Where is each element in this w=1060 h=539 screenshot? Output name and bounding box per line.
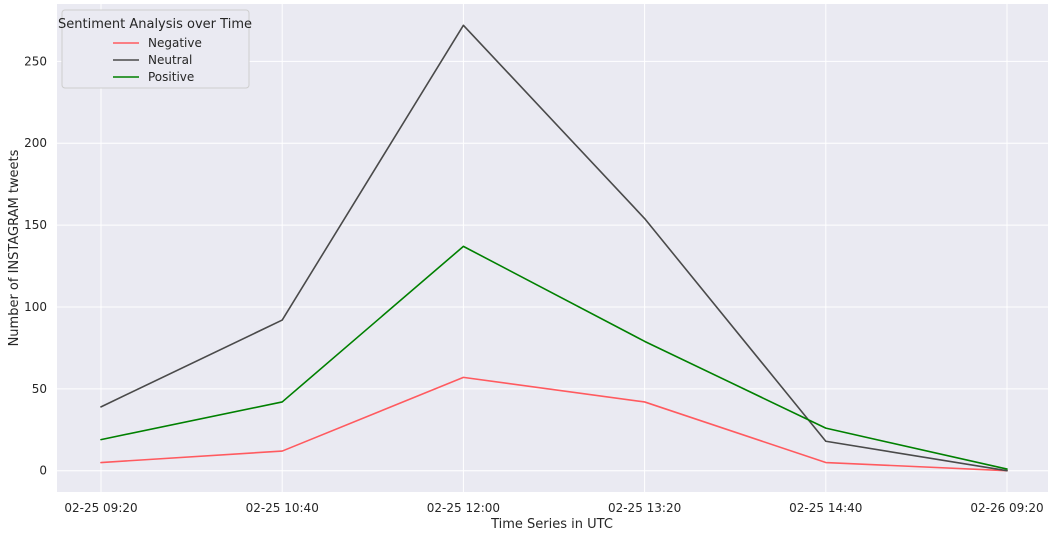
x-tick-label: 02-26 09:20 [970, 501, 1043, 515]
y-tick-label: 100 [24, 300, 47, 314]
y-tick-label: 0 [39, 464, 47, 478]
y-tick-label: 250 [24, 54, 47, 68]
x-tick-label: 02-25 14:40 [789, 501, 862, 515]
legend-box [61, 9, 250, 89]
y-tick-labels: 0 50 100 150 200 250 [24, 54, 47, 477]
series-lines [100, 24, 1008, 472]
series-line-negative [100, 376, 1008, 472]
legend: Sentiment Analysis over Time Negative Neu… [58, 9, 252, 89]
y-axis-label: Number of INSTAGRAM tweets [7, 149, 22, 346]
x-tick-label: 02-25 09:20 [64, 501, 137, 515]
x-tick-label: 02-25 10:40 [246, 501, 319, 515]
x-axis-label: Time Series in UTC [490, 517, 613, 532]
series-line-neutral [100, 24, 1008, 472]
y-tick-label: 150 [24, 218, 47, 232]
x-tick-labels: 02-25 09:20 02-25 10:40 02-25 12:00 02-25 1… [64, 501, 1043, 515]
legend-label-positive: Positive [148, 70, 194, 84]
x-tick-label: 02-25 13:20 [608, 501, 681, 515]
x-tick-label: 02-25 12:00 [427, 501, 500, 515]
legend-label-negative: Negative [148, 36, 202, 50]
legend-label-neutral: Neutral [148, 53, 192, 67]
legend-title: Sentiment Analysis over Time [58, 17, 252, 32]
y-tick-label: 50 [32, 382, 47, 396]
series-line-positive [100, 245, 1008, 470]
legend-items: Negative Neutral Positive [113, 36, 202, 84]
y-tick-label: 200 [24, 136, 47, 150]
